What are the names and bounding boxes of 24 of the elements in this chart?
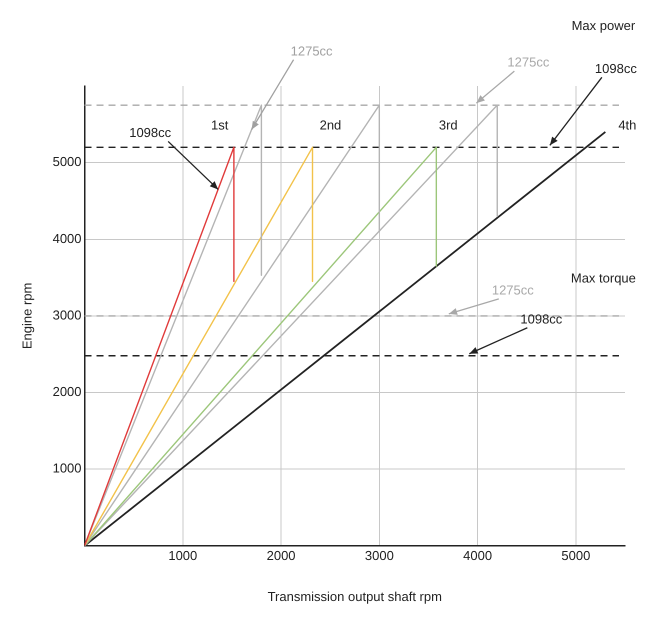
x-axis-title: Transmission output shaft rpm	[268, 588, 442, 604]
x-tick-label: 4000	[463, 548, 492, 564]
annotation: 3rd	[438, 118, 458, 133]
annotation: 1275cc	[290, 43, 334, 58]
ref-line-label: 1098cc	[594, 60, 638, 76]
annotation: 1098cc	[129, 125, 172, 140]
y-tick-label: 4000	[52, 230, 82, 246]
ref-line-label: 1275cc	[507, 54, 550, 70]
ref-line-label: 1275cc	[492, 282, 534, 298]
x-tick-label: 2000	[266, 548, 296, 564]
annotation: 1st	[210, 118, 229, 133]
y-tick-label: 3000	[52, 307, 82, 322]
x-tick-label: 5000	[561, 548, 590, 564]
y-tick-label: 2000	[52, 384, 82, 400]
x-tick-label: 1000	[168, 548, 198, 564]
y-axis-title: Engine rpm	[19, 282, 34, 350]
y-tick-label: 1000	[52, 460, 82, 476]
y-tick-label: 5000	[52, 154, 82, 170]
annotation: 2nd	[320, 118, 342, 133]
x-tick-label: 3000	[364, 548, 394, 564]
annotation: Max torque	[570, 270, 636, 286]
ref-line-label: 1098cc	[520, 311, 563, 326]
annotation: 4th	[618, 118, 636, 133]
text: Max power	[572, 18, 636, 33]
